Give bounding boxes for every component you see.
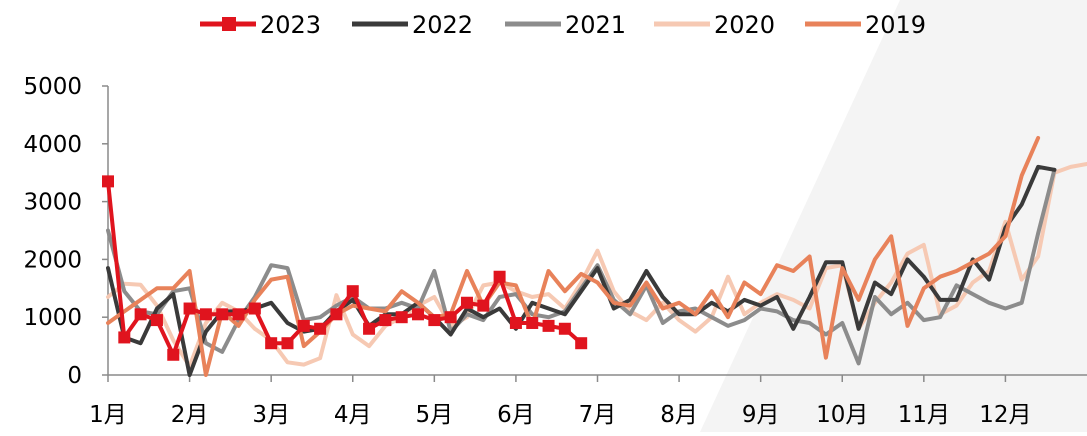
series-2022	[106, 164, 1057, 377]
y-tick-label: 3000	[23, 190, 82, 216]
x-tick-label: 3月	[252, 402, 290, 428]
x-tick-label: 11月	[898, 402, 950, 428]
x-tick-label: 7月	[579, 402, 617, 428]
series-line-2022	[106, 164, 1057, 377]
x-tick-label: 5月	[416, 402, 454, 428]
y-tick-label: 5000	[23, 74, 82, 100]
data-point	[477, 299, 490, 312]
legend-item-2021: 2021	[505, 11, 626, 39]
data-point	[281, 337, 294, 350]
data-point	[199, 308, 212, 321]
data-point	[460, 296, 473, 309]
x-tick-label: 1月	[89, 402, 127, 428]
data-point	[428, 314, 441, 327]
legend-label-2019: 2019	[865, 11, 926, 39]
y-tick-label: 1000	[23, 305, 82, 331]
data-point	[216, 308, 229, 321]
legend-label-2020: 2020	[714, 11, 775, 39]
data-point	[542, 319, 555, 332]
legend-marker-2023	[222, 17, 236, 31]
x-tick-label: 12月	[979, 402, 1031, 428]
x-tick-label: 4月	[334, 402, 372, 428]
data-point	[346, 285, 359, 298]
data-point	[248, 302, 261, 315]
data-point	[265, 337, 278, 350]
data-point	[297, 319, 310, 332]
x-tick-label: 9月	[742, 402, 780, 428]
data-point	[330, 308, 343, 321]
legend-label-2023: 2023	[260, 11, 321, 39]
legend-item-2022: 2022	[352, 11, 473, 39]
data-point	[102, 175, 114, 188]
x-tick-label: 8月	[660, 402, 698, 428]
data-point	[558, 322, 571, 335]
data-point	[183, 302, 196, 315]
data-point	[314, 322, 327, 335]
data-point	[412, 308, 425, 321]
legend-label-2021: 2021	[565, 11, 626, 39]
data-point	[575, 337, 588, 350]
axes: 0 1000 2000 3000 4000 5000 1月 2月 3月 4月 5月 6月 7月 8月 9月 1…	[23, 74, 1087, 428]
data-point	[134, 308, 147, 321]
series-2023	[102, 175, 588, 361]
x-tick-label: 6月	[497, 402, 535, 428]
legend-item-2019: 2019	[805, 11, 926, 39]
x-tick-label: 10月	[816, 402, 868, 428]
x-tick-label: 2月	[171, 402, 209, 428]
legend: 2023 2022 2021 2020 2019	[200, 11, 926, 39]
data-point	[526, 316, 539, 329]
series-line-2023	[106, 179, 584, 357]
data-point	[379, 314, 392, 327]
series-layer	[102, 136, 1087, 377]
data-point	[150, 314, 163, 327]
y-tick-label: 4000	[23, 132, 82, 158]
y-tick-label: 0	[67, 363, 82, 389]
series-line-2019	[106, 136, 1041, 377]
background-shade	[700, 0, 1087, 432]
data-point	[118, 331, 131, 344]
legend-label-2022: 2022	[412, 11, 473, 39]
data-point	[363, 322, 376, 335]
series-2019	[106, 136, 1041, 377]
y-tick-label: 2000	[23, 247, 82, 273]
data-point	[493, 270, 506, 283]
legend-item-2020: 2020	[654, 11, 775, 39]
data-point	[444, 311, 457, 324]
data-point	[167, 348, 180, 361]
data-point	[395, 311, 408, 324]
legend-item-2023: 2023	[200, 11, 321, 39]
data-point	[232, 308, 245, 321]
data-point	[509, 316, 522, 329]
